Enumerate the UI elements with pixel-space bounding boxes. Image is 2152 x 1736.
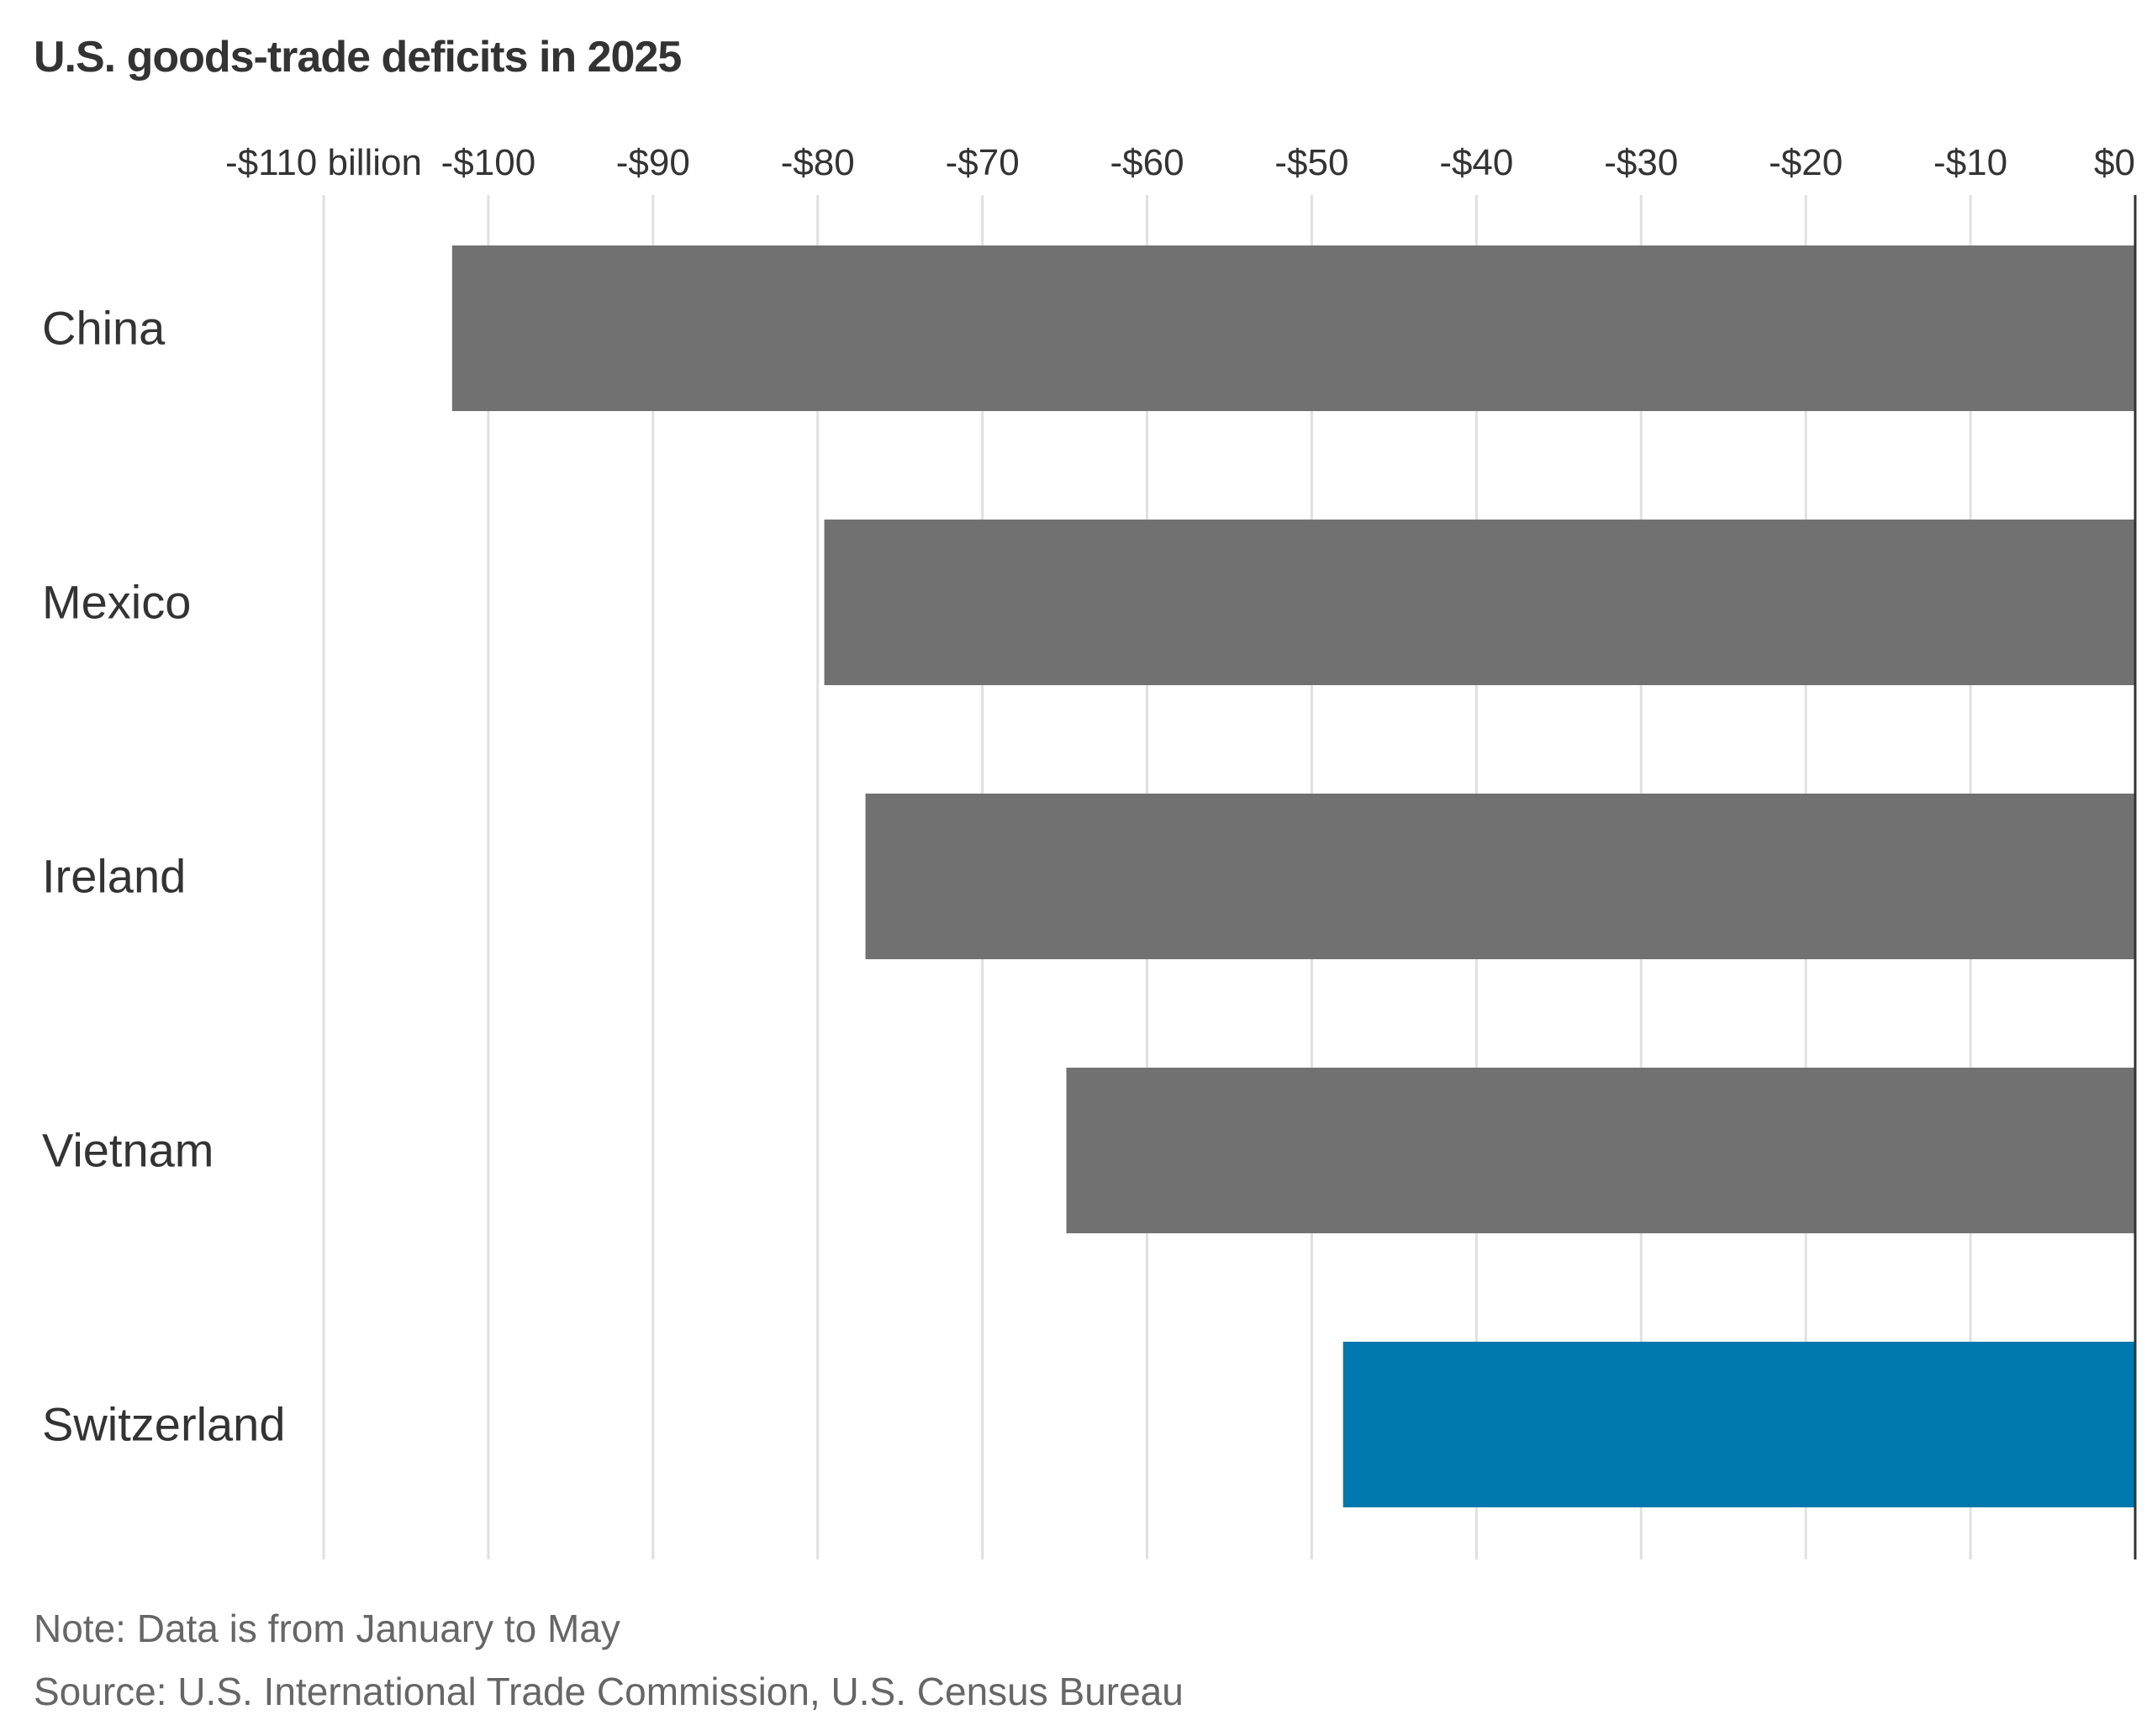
bar-vietnam bbox=[1066, 1068, 2135, 1233]
bar-switzerland bbox=[1342, 1342, 2135, 1507]
x-tick-label: -$10 bbox=[1933, 142, 2007, 183]
x-tick-label: -$60 bbox=[1110, 142, 1184, 183]
x-tick-label: $0 bbox=[2094, 142, 2135, 183]
x-tick-label: -$50 bbox=[1274, 142, 1348, 183]
bars bbox=[451, 245, 2135, 1507]
bar-china bbox=[451, 245, 2135, 411]
category-label-ireland: Ireland bbox=[42, 850, 186, 903]
x-tick-label: -$70 bbox=[946, 142, 1020, 183]
x-axis-tick-labels: -$110 billion -$100 -$90 -$80 -$70 -$60 -$50 -$… bbox=[225, 142, 2135, 183]
x-tick-label: -$40 bbox=[1439, 142, 1513, 183]
category-labels: China Mexico Ireland Vietnam Switzerland bbox=[42, 302, 285, 1451]
category-label-vietnam: Vietnam bbox=[42, 1124, 214, 1177]
chart-title: U.S. goods-trade deficits in 2025 bbox=[34, 33, 682, 82]
x-tick-label: -$20 bbox=[1769, 142, 1843, 183]
category-label-switzerland: Switzerland bbox=[42, 1398, 285, 1451]
category-label-china: China bbox=[42, 302, 166, 355]
category-label-mexico: Mexico bbox=[42, 576, 191, 629]
chart-note: Note: Data is from January to May bbox=[34, 1607, 620, 1650]
bar-ireland bbox=[865, 794, 2135, 959]
x-tick-label: -$30 bbox=[1604, 142, 1678, 183]
chart-source: Source: U.S. International Trade Commiss… bbox=[34, 1670, 1184, 1713]
x-tick-label: -$80 bbox=[781, 142, 855, 183]
x-tick-label: -$110 billion bbox=[225, 142, 422, 183]
bar-mexico bbox=[824, 520, 2135, 685]
x-tick-label: -$100 bbox=[441, 142, 536, 183]
x-tick-label: -$90 bbox=[616, 142, 690, 183]
bar-chart: -$110 billion -$100 -$90 -$80 -$70 -$60 -$50 -$… bbox=[42, 142, 2137, 1559]
